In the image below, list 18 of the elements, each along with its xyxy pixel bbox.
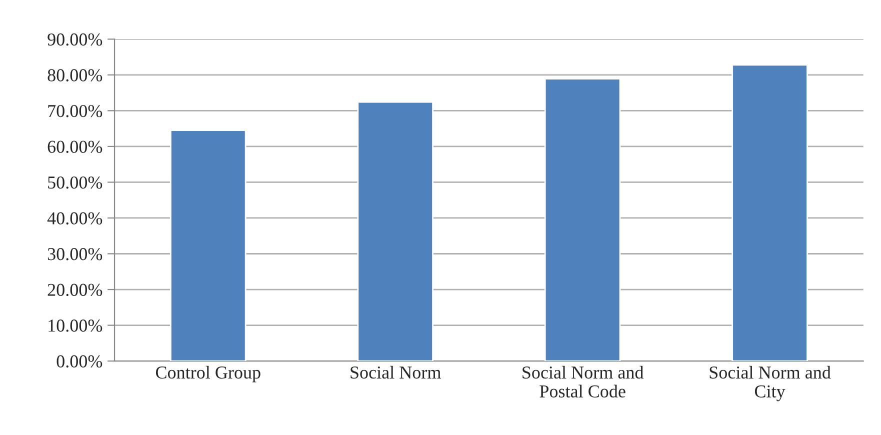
bar (732, 64, 808, 362)
y-tick-label: 20.00% (48, 284, 102, 296)
x-tick-label: Social Norm and Postal Code (522, 366, 644, 398)
y-tick-label: 10.00% (48, 320, 102, 332)
y-tick-label: 70.00% (48, 104, 102, 118)
y-tick-label: 40.00% (47, 212, 102, 225)
x-tick-label: Control Group (156, 366, 260, 382)
x-tick-label: Social Norm and City (710, 366, 831, 402)
bar (170, 130, 246, 362)
y-tick-label: 30.00% (48, 248, 102, 260)
y-tick-label: 90.00% (48, 33, 102, 46)
y-tick-label: 50.00% (48, 176, 102, 189)
y-tick-label: 0.00% (56, 355, 102, 368)
x-tick-label: Social Norm (350, 366, 441, 379)
y-tick-label: 80.00% (48, 69, 102, 82)
bar (357, 101, 434, 362)
y-tick-label: 60.00% (48, 140, 102, 153)
bar (544, 78, 621, 362)
